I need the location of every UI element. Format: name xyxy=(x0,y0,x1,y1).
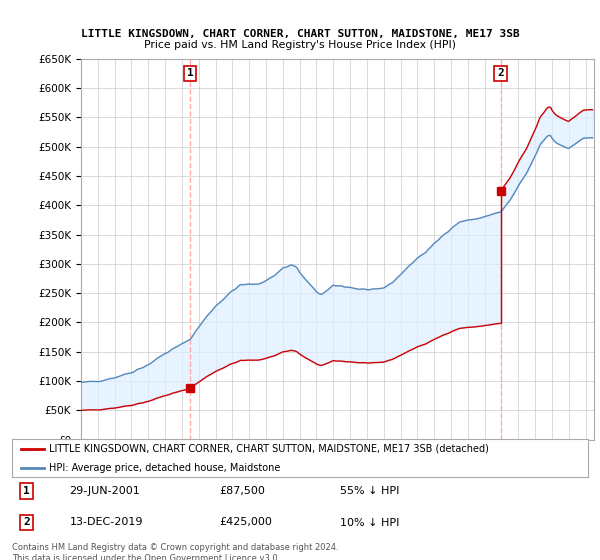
Text: LITTLE KINGSDOWN, CHART CORNER, CHART SUTTON, MAIDSTONE, ME17 3SB: LITTLE KINGSDOWN, CHART CORNER, CHART SU… xyxy=(80,29,520,39)
Text: 1: 1 xyxy=(23,486,30,496)
Text: £87,500: £87,500 xyxy=(220,486,265,496)
Text: Contains HM Land Registry data © Crown copyright and database right 2024.
This d: Contains HM Land Registry data © Crown c… xyxy=(12,543,338,560)
Text: Price paid vs. HM Land Registry's House Price Index (HPI): Price paid vs. HM Land Registry's House … xyxy=(144,40,456,50)
Text: 2: 2 xyxy=(497,68,504,78)
Text: 13-DEC-2019: 13-DEC-2019 xyxy=(70,517,143,528)
Text: 29-JUN-2001: 29-JUN-2001 xyxy=(70,486,140,496)
Text: LITTLE KINGSDOWN, CHART CORNER, CHART SUTTON, MAIDSTONE, ME17 3SB (detached): LITTLE KINGSDOWN, CHART CORNER, CHART SU… xyxy=(49,444,490,454)
Text: 1: 1 xyxy=(187,68,194,78)
Text: HPI: Average price, detached house, Maidstone: HPI: Average price, detached house, Maid… xyxy=(49,463,281,473)
Text: £425,000: £425,000 xyxy=(220,517,272,528)
Text: 2: 2 xyxy=(23,517,30,528)
Text: 55% ↓ HPI: 55% ↓ HPI xyxy=(340,486,400,496)
Text: 10% ↓ HPI: 10% ↓ HPI xyxy=(340,517,400,528)
